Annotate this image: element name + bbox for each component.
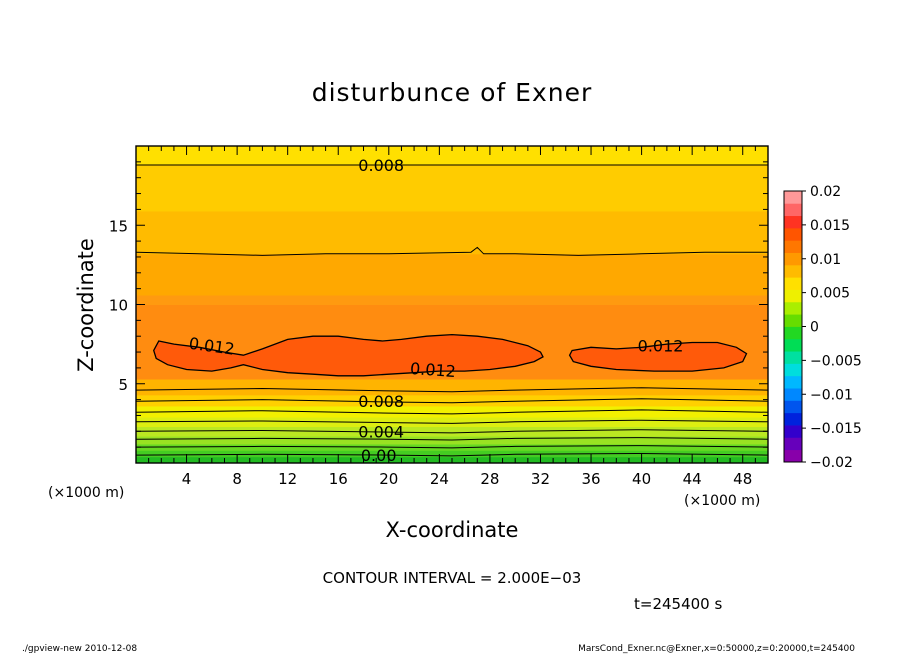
contour-label-group: 0.012 bbox=[409, 359, 456, 381]
contour-label: 0.012 bbox=[409, 359, 456, 381]
colorbar-swatch bbox=[784, 351, 802, 364]
x-tick-label: 24 bbox=[430, 470, 449, 488]
colorbar-swatch bbox=[784, 425, 802, 438]
contour-line bbox=[135, 387, 769, 393]
footer-right: MarsCond_Exner.nc@Exner,x=0:50000,z=0:20… bbox=[578, 644, 855, 654]
colorbar-swatch bbox=[784, 277, 802, 290]
colorbar-swatch bbox=[784, 227, 802, 241]
colorbar-swatch bbox=[784, 314, 802, 327]
contour-band bbox=[136, 146, 768, 166]
contour-label-group: 0.004 bbox=[358, 422, 404, 441]
contour-fill-blob bbox=[569, 342, 747, 372]
y-tick-label: 5 bbox=[118, 376, 128, 394]
colorbar-swatch bbox=[784, 264, 802, 278]
contour-line bbox=[135, 452, 769, 457]
contour-label-group: 0.00 bbox=[361, 446, 397, 465]
contour-label: 0.008 bbox=[358, 156, 404, 175]
contour-line bbox=[135, 445, 769, 449]
x-tick-label: 4 bbox=[182, 470, 192, 488]
x-unit-left: (×1000 m) bbox=[48, 485, 124, 501]
colorbar-swatch bbox=[784, 240, 802, 253]
colorbar-swatch bbox=[784, 301, 802, 315]
contour-band bbox=[136, 253, 768, 296]
colorbar-label: −0.005 bbox=[810, 353, 862, 369]
colorbar-swatch bbox=[784, 191, 802, 204]
colorbar-swatch bbox=[784, 289, 802, 303]
contour-band bbox=[136, 426, 768, 437]
contour-line bbox=[135, 398, 769, 404]
colorbar-swatch bbox=[784, 400, 802, 414]
colorbar-swatch bbox=[784, 203, 802, 217]
y-tick-label: 15 bbox=[109, 217, 128, 235]
contour-band bbox=[136, 417, 768, 428]
contour-band bbox=[136, 450, 768, 458]
y-axis-label: Z-coordinate bbox=[74, 238, 98, 372]
colorbar-label: −0.01 bbox=[810, 387, 853, 403]
contour-fill-blob bbox=[153, 334, 543, 376]
chart-title: disturbunce of Exner bbox=[312, 78, 593, 107]
footer-left: ./gpview-new 2010-12-08 bbox=[22, 644, 137, 654]
contour-band bbox=[136, 394, 768, 407]
colorbar-swatch bbox=[784, 375, 802, 389]
colorbar-swatch bbox=[784, 338, 802, 352]
contour-band bbox=[136, 165, 768, 212]
y-tick-label: 10 bbox=[109, 297, 128, 315]
contour-line bbox=[135, 437, 769, 441]
colorbar-label: 0.015 bbox=[810, 218, 850, 234]
colorbar-swatch bbox=[784, 252, 802, 266]
contour-label-group: 0.008 bbox=[358, 392, 404, 411]
contour-interval: CONTOUR INTERVAL = 2.000E−03 bbox=[323, 569, 582, 587]
contour-line bbox=[135, 419, 769, 424]
colorbar-label: 0.01 bbox=[810, 252, 841, 268]
contour-line bbox=[135, 246, 768, 256]
y-axis-ticks: 5 10 15 bbox=[109, 161, 768, 464]
x-tick-label: 36 bbox=[581, 470, 600, 488]
contour-label: 0.004 bbox=[358, 422, 404, 441]
colorbar-swatch bbox=[784, 363, 802, 377]
x-tick-label: 32 bbox=[531, 470, 550, 488]
contour-line bbox=[135, 409, 769, 415]
x-tick-label: 20 bbox=[379, 470, 398, 488]
contour-line-closed bbox=[568, 341, 748, 372]
contour-band bbox=[136, 405, 768, 418]
contour-label: 0.012 bbox=[638, 337, 684, 356]
contour-band bbox=[136, 294, 768, 305]
colorbar: 0.02 0.015 0.01 0.005 0 −0.005 −0.01 −0.015 −0.0… bbox=[783, 184, 862, 471]
time-stamp: t=245400 s bbox=[634, 595, 722, 613]
colorbar-label: 0 bbox=[810, 320, 819, 336]
colorbar-label: 0.02 bbox=[810, 184, 841, 200]
colorbar-swatch bbox=[784, 449, 802, 463]
contour-band bbox=[136, 378, 768, 396]
x-tick-label: 40 bbox=[632, 470, 651, 488]
x-unit-right: (×1000 m) bbox=[684, 493, 760, 509]
colorbar-swatch bbox=[784, 326, 802, 340]
colorbar-label: −0.02 bbox=[810, 455, 853, 471]
contour-label: 0.008 bbox=[358, 392, 404, 411]
x-tick-label: 28 bbox=[480, 470, 499, 488]
colorbar-swatch bbox=[784, 388, 802, 401]
contour-label-group: 0.008 bbox=[358, 156, 404, 175]
x-tick-label: 8 bbox=[232, 470, 242, 488]
contour-label-group: 0.012 bbox=[638, 337, 684, 356]
contour-label: 0.00 bbox=[361, 446, 397, 465]
colorbar-swatch bbox=[784, 215, 802, 229]
x-tick-label: 16 bbox=[329, 470, 348, 488]
x-tick-label: 48 bbox=[733, 470, 752, 488]
x-tick-label: 44 bbox=[683, 470, 702, 488]
contour-line-closed bbox=[152, 333, 544, 377]
x-axis-label: X-coordinate bbox=[386, 518, 519, 542]
colorbar-label: −0.015 bbox=[810, 421, 862, 437]
colorbar-label: 0.005 bbox=[810, 286, 850, 302]
colorbar-swatch bbox=[784, 412, 802, 426]
x-axis-ticks: 4 8 12 16 20 24 28 32 36 40 44 48 bbox=[135, 146, 769, 488]
contour-line bbox=[135, 429, 769, 434]
colorbar-swatch bbox=[784, 437, 802, 451]
contour-band bbox=[136, 210, 768, 255]
x-tick-label: 12 bbox=[278, 470, 297, 488]
